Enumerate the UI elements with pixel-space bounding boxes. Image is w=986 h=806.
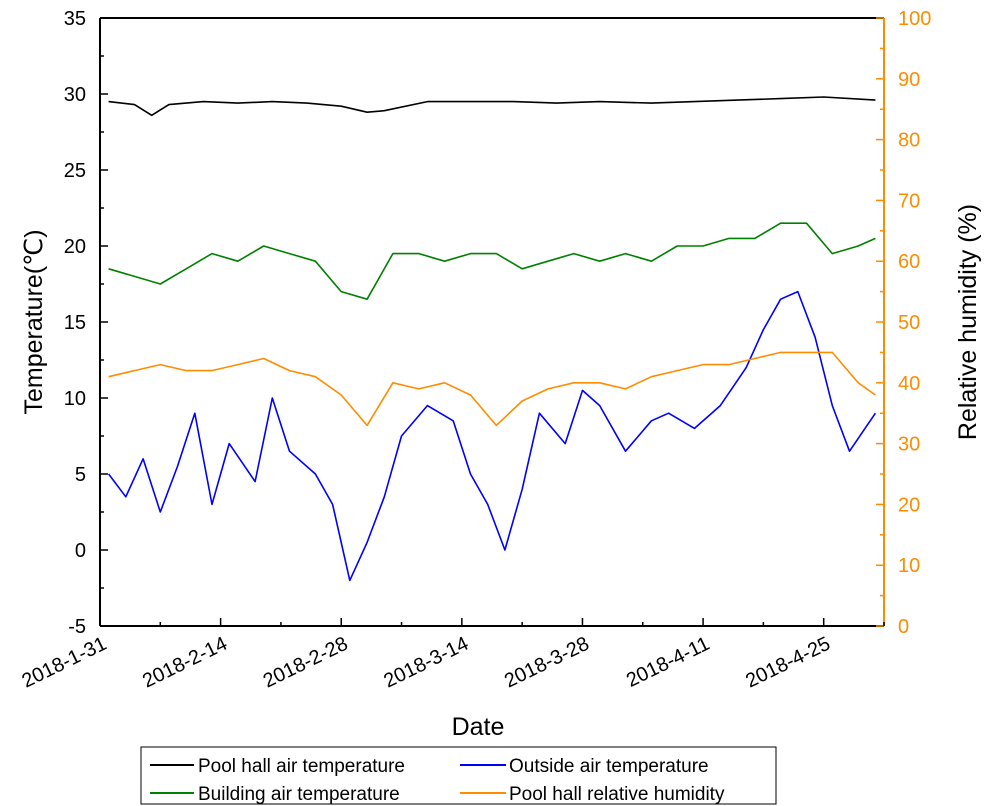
left-tick-label: -5 — [68, 616, 86, 638]
legend-label-pool-temp: Pool hall air temperature — [198, 756, 405, 777]
right-tick-label: 0 — [898, 616, 909, 638]
legend-label-outside-temp: Outside air temperature — [509, 756, 709, 777]
series-layer — [107, 96, 877, 582]
x-tick-label: 2018-2-28 — [260, 633, 352, 693]
y-axis-title-right: Relative humidity (%) — [954, 204, 982, 440]
x-ticks: 2018-1-31 2018-2-14 2018-2-28 2018-3-14 2018… — [19, 618, 885, 693]
x-tick-label: 2018-1-31 — [19, 633, 111, 693]
right-tick-label: 40 — [898, 373, 920, 395]
left-tick-label: 20 — [64, 236, 86, 258]
left-tick-label: 25 — [64, 160, 86, 182]
right-tick-label: 70 — [898, 190, 920, 212]
left-ticks: -5 0 5 10 15 20 25 30 35 — [64, 8, 108, 638]
x-tick-label: 2018-4-25 — [742, 633, 834, 693]
right-tick-label: 10 — [898, 555, 920, 577]
legend-box — [140, 746, 777, 805]
x-tick-label: 2018-3-28 — [501, 633, 593, 693]
left-tick-label: 15 — [64, 312, 86, 334]
series-line-humidity — [108, 351, 876, 427]
right-tick-label: 100 — [898, 8, 931, 30]
right-tick-label: 60 — [898, 251, 920, 273]
left-tick-label: 30 — [64, 84, 86, 106]
right-tick-label: 50 — [898, 312, 920, 334]
right-tick-label: 20 — [898, 494, 920, 516]
right-tick-label: 90 — [898, 69, 920, 91]
legend: Pool hall air temperature Outside air te… — [140, 746, 777, 805]
right-ticks: 0 10 20 30 40 50 60 70 80 90 100 — [876, 8, 931, 638]
y-axis-title-left: Temperature(℃) — [20, 229, 48, 414]
series-line-pool-temp — [108, 96, 876, 117]
legend-label-building-temp: Building air temperature — [198, 784, 400, 805]
left-tick-label: 0 — [75, 540, 86, 562]
right-tick-label: 30 — [898, 434, 920, 456]
right-tick-label: 80 — [898, 130, 920, 152]
left-tick-label: 35 — [64, 8, 86, 30]
x-tick-label: 2018-2-14 — [139, 633, 231, 693]
x-axis-title: Date — [452, 713, 505, 741]
legend-label-humidity: Pool hall relative humidity — [509, 784, 725, 805]
series-line-building-temp — [108, 222, 876, 301]
x-tick-label: 2018-4-11 — [623, 633, 713, 692]
left-tick-label: 5 — [75, 464, 86, 486]
left-tick-label: 10 — [64, 388, 86, 410]
series-line-outside-temp — [107, 290, 877, 582]
x-tick-label: 2018-3-14 — [380, 633, 472, 693]
